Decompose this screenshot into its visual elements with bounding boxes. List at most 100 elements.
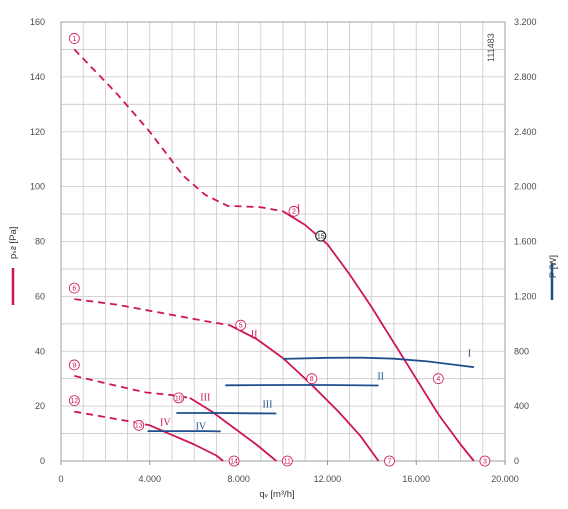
marker-circle <box>432 373 444 385</box>
marker-7: 7 <box>384 455 395 467</box>
y-axis-left-legend: pₛᴤ [Pa] <box>8 227 19 305</box>
marker-label: 8 <box>310 376 314 383</box>
marker-label: 10 <box>175 395 183 402</box>
marker-10: 10 <box>173 392 185 404</box>
x-tick-label: 8.000 <box>227 474 250 484</box>
marker-4: 4 <box>432 373 444 385</box>
pressure-curve-label: IV <box>160 417 171 428</box>
image-id: 111483 <box>486 33 496 62</box>
marker-circle <box>384 455 395 467</box>
y-left-tick-label: 120 <box>30 127 45 137</box>
marker-label: 5 <box>239 323 243 330</box>
pressure-curve-i-dashed <box>73 48 284 213</box>
marker-circle <box>315 230 327 242</box>
marker-label: 11 <box>284 458 291 465</box>
grid <box>60 21 506 462</box>
marker-6: 6 <box>68 282 80 294</box>
marker-2: 2 <box>288 205 300 217</box>
x-tick-label: 4.000 <box>139 474 162 484</box>
y-ticks-right: 0 400 800 1.200 1.600 2.000 2.400 2.800 3.200 <box>514 17 537 466</box>
power-curve-ii <box>225 384 379 387</box>
y-axis-left-label: pₛᴤ [Pa] <box>8 227 19 259</box>
pressure-curve-ii-dashed <box>74 298 230 327</box>
y-left-tick-label: 80 <box>35 237 45 247</box>
power-curve-label: III <box>262 399 272 410</box>
y-axis-right-label: P [W] <box>548 255 559 278</box>
marker-label: 6 <box>72 286 76 293</box>
pressure-curve-label: II <box>251 330 258 341</box>
marker-circle <box>281 455 293 467</box>
marker-8: 8 <box>306 373 318 385</box>
marker-circle <box>288 205 300 217</box>
marker-5: 5 <box>235 319 247 331</box>
y-right-tick-label: 0 <box>514 456 519 466</box>
marker-circle <box>228 455 240 467</box>
marker-circle <box>173 392 185 404</box>
y-right-tick-label: 800 <box>514 346 529 356</box>
marker-label: 12 <box>70 398 78 405</box>
marker-label: 7 <box>388 458 392 465</box>
y-right-tick-label: 3.200 <box>514 17 537 27</box>
marker-circle <box>68 359 80 371</box>
x-tick-label: 16.000 <box>402 474 430 484</box>
y-right-tick-label: 2.000 <box>514 182 537 192</box>
pressure-curve-label: III <box>200 393 210 404</box>
marker-label: 1 <box>72 36 76 43</box>
y-right-tick-label: 400 <box>514 401 529 411</box>
y-axis-right-legend: P [W] <box>548 255 559 300</box>
pressure-curve-iii <box>189 397 277 462</box>
y-right-tick-label: 1.600 <box>514 237 537 247</box>
marker-label: 4 <box>436 376 440 383</box>
marker-15: 15 <box>315 230 327 242</box>
power-curve-label: II <box>377 372 384 383</box>
y-left-tick-label: 160 <box>30 17 45 27</box>
marker-circle <box>235 319 247 331</box>
power-curve-label: I <box>468 349 471 360</box>
marker-circle <box>68 33 80 44</box>
power-curve-label: IV <box>196 421 207 432</box>
pressure-curve-iv-dashed <box>74 410 150 427</box>
marker-circle <box>68 282 80 294</box>
y-left-tick-label: 60 <box>35 291 45 301</box>
marker-circle <box>68 395 80 407</box>
curves <box>73 48 475 462</box>
y-right-tick-label: 1.200 <box>514 291 537 301</box>
marker-1: 1 <box>68 33 80 44</box>
marker-13: 13 <box>133 419 145 431</box>
x-ticks: 0 4.000 8.000 12.000 16.000 20.000 <box>58 461 519 484</box>
y-right-tick-label: 2.800 <box>514 72 537 82</box>
marker-3: 3 <box>479 455 491 467</box>
marker-12: 12 <box>68 395 80 407</box>
x-tick-label: 12.000 <box>314 474 342 484</box>
marker-9: 9 <box>68 359 80 371</box>
marker-circle <box>306 373 318 385</box>
power-curve-i <box>282 356 475 369</box>
marker-circle <box>133 419 145 431</box>
marker-label: 2 <box>292 209 296 216</box>
pressure-curve-label: I <box>297 203 300 214</box>
marker-11: 11 <box>281 455 293 467</box>
power-curve-iii <box>176 412 277 415</box>
x-axis-label: qᵥ [m³/h] <box>259 489 294 500</box>
marker-label: 14 <box>230 458 238 465</box>
y-right-tick-label: 2.400 <box>514 127 537 137</box>
y-left-tick-label: 20 <box>35 401 45 411</box>
y-left-tick-label: 40 <box>35 346 45 356</box>
marker-label: 9 <box>72 362 76 369</box>
x-tick-label: 0 <box>58 474 63 484</box>
x-tick-label: 20.000 <box>491 474 519 484</box>
marker-14: 14 <box>228 455 240 467</box>
marker-label: 15 <box>317 233 325 240</box>
marker-label: 3 <box>483 458 487 465</box>
y-left-tick-label: 0 <box>40 456 45 466</box>
marker-circle <box>479 455 491 467</box>
pressure-curve-iii-dashed <box>74 375 190 399</box>
y-left-tick-label: 100 <box>30 182 45 192</box>
y-ticks-left: 0 20 40 60 80 100 120 140 160 <box>30 17 45 466</box>
pressure-curve-i <box>282 210 475 462</box>
y-left-tick-label: 140 <box>30 72 45 82</box>
marker-label: 13 <box>135 423 143 430</box>
